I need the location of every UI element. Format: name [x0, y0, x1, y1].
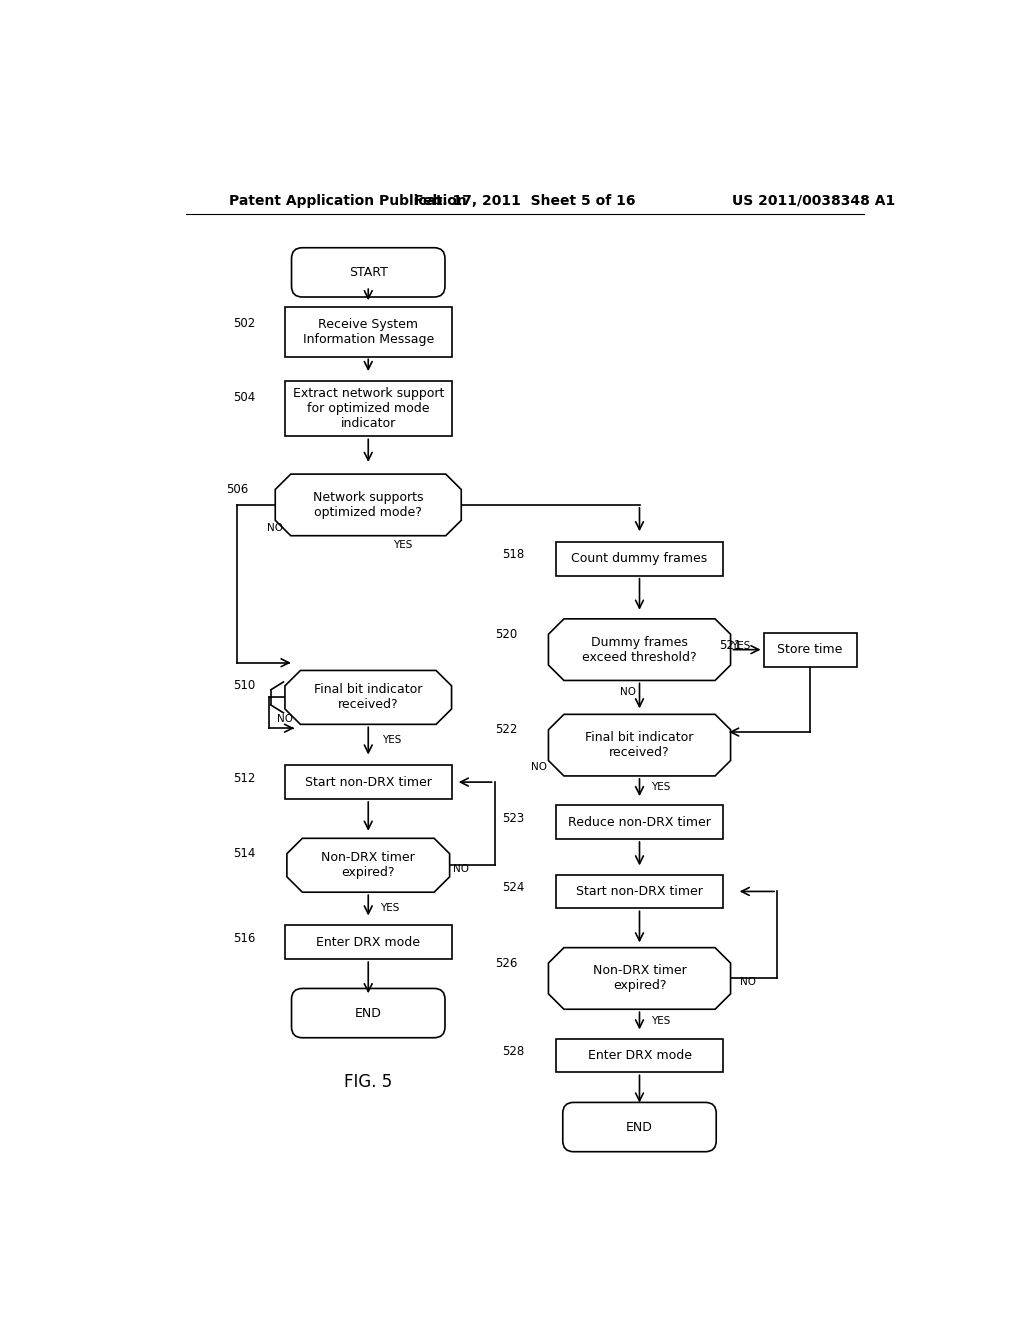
Text: START: START — [349, 265, 388, 279]
FancyBboxPatch shape — [556, 543, 723, 576]
Text: 521: 521 — [720, 639, 741, 652]
FancyBboxPatch shape — [285, 381, 452, 437]
Text: Store time: Store time — [777, 643, 843, 656]
Text: YES: YES — [651, 1016, 671, 1026]
Text: YES: YES — [382, 735, 401, 744]
Text: 504: 504 — [233, 391, 256, 404]
Text: NO: NO — [276, 714, 293, 723]
Text: YES: YES — [651, 783, 671, 792]
Text: 523: 523 — [503, 812, 524, 825]
Text: 512: 512 — [233, 772, 256, 785]
FancyBboxPatch shape — [764, 632, 856, 667]
FancyBboxPatch shape — [292, 989, 445, 1038]
Text: US 2011/0038348 A1: US 2011/0038348 A1 — [732, 194, 895, 207]
Text: Reduce non-DRX timer: Reduce non-DRX timer — [568, 816, 711, 829]
Text: NO: NO — [454, 865, 469, 874]
Text: 526: 526 — [495, 957, 517, 970]
Text: Dummy frames
exceed threshold?: Dummy frames exceed threshold? — [583, 636, 696, 664]
FancyBboxPatch shape — [285, 925, 452, 960]
Text: Final bit indicator
received?: Final bit indicator received? — [586, 731, 693, 759]
Polygon shape — [549, 948, 730, 1010]
Text: 506: 506 — [226, 483, 248, 496]
Text: Non-DRX timer
expired?: Non-DRX timer expired? — [593, 965, 686, 993]
Polygon shape — [285, 671, 452, 725]
FancyBboxPatch shape — [556, 805, 723, 840]
Text: FIG. 5: FIG. 5 — [344, 1073, 392, 1092]
Text: 510: 510 — [233, 680, 256, 693]
FancyBboxPatch shape — [285, 306, 452, 356]
FancyBboxPatch shape — [556, 875, 723, 908]
Text: END: END — [354, 1007, 382, 1019]
Polygon shape — [275, 474, 461, 536]
Text: YES: YES — [730, 640, 750, 651]
Text: Network supports
optimized mode?: Network supports optimized mode? — [313, 491, 424, 519]
Text: 522: 522 — [495, 723, 517, 737]
Text: NO: NO — [620, 686, 636, 697]
Text: NO: NO — [267, 523, 284, 533]
Text: Final bit indicator
received?: Final bit indicator received? — [314, 684, 423, 711]
Text: Extract network support
for optimized mode
indicator: Extract network support for optimized mo… — [293, 387, 444, 430]
Text: Enter DRX mode: Enter DRX mode — [588, 1049, 691, 1063]
Text: NO: NO — [740, 977, 756, 987]
FancyBboxPatch shape — [556, 1039, 723, 1072]
Polygon shape — [287, 838, 450, 892]
Text: Count dummy frames: Count dummy frames — [571, 552, 708, 565]
FancyBboxPatch shape — [292, 248, 445, 297]
Text: 528: 528 — [503, 1045, 524, 1059]
FancyBboxPatch shape — [563, 1102, 716, 1151]
Text: 518: 518 — [503, 548, 524, 561]
Text: END: END — [626, 1121, 653, 1134]
Text: Feb. 17, 2011  Sheet 5 of 16: Feb. 17, 2011 Sheet 5 of 16 — [414, 194, 636, 207]
Text: 516: 516 — [233, 932, 256, 945]
Text: Start non-DRX timer: Start non-DRX timer — [305, 776, 432, 788]
Text: 520: 520 — [495, 628, 517, 640]
Text: 514: 514 — [233, 847, 256, 861]
Polygon shape — [549, 619, 730, 681]
Text: Patent Application Publication: Patent Application Publication — [228, 194, 467, 207]
Text: Enter DRX mode: Enter DRX mode — [316, 936, 420, 949]
Text: Start non-DRX timer: Start non-DRX timer — [577, 884, 702, 898]
Text: Non-DRX timer
expired?: Non-DRX timer expired? — [322, 851, 415, 879]
Polygon shape — [549, 714, 730, 776]
Text: NO: NO — [530, 762, 547, 772]
Text: 524: 524 — [503, 880, 524, 894]
FancyBboxPatch shape — [285, 766, 452, 799]
Text: 502: 502 — [233, 317, 256, 330]
Text: YES: YES — [393, 540, 413, 550]
Text: Receive System
Information Message: Receive System Information Message — [303, 318, 434, 346]
Text: YES: YES — [380, 903, 399, 912]
